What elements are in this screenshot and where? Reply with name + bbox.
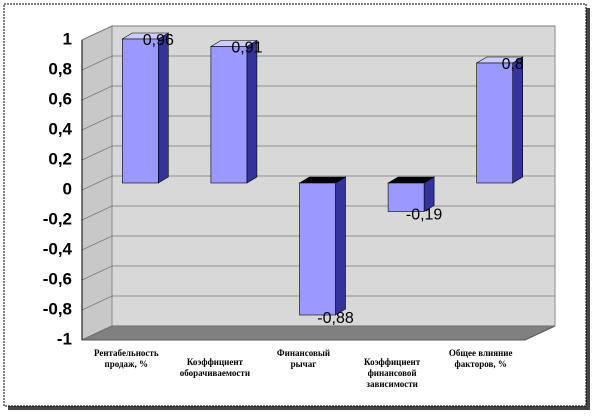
grid-line bbox=[81, 295, 555, 311]
grid-line bbox=[81, 265, 555, 281]
grid-line bbox=[81, 145, 555, 161]
x-tick-label: Рентабельность продаж, % bbox=[93, 348, 159, 369]
y-tick-label: -0,6 bbox=[43, 269, 72, 288]
y-tick-label: 0,4 bbox=[48, 119, 72, 138]
x-tick-label: Коэффициент финансовой зависимости bbox=[364, 357, 421, 389]
y-tick-label: -0,4 bbox=[43, 239, 73, 258]
bar-side bbox=[335, 176, 346, 316]
grid-line bbox=[81, 55, 555, 71]
y-tick-label: 1 bbox=[63, 29, 72, 48]
x-tick-label: Общее влияние факторов, % bbox=[448, 348, 513, 369]
grid-line bbox=[81, 175, 555, 191]
y-tick-label: -0,2 bbox=[43, 209, 72, 228]
grid-line bbox=[81, 25, 555, 41]
y-tick-label: 0,8 bbox=[48, 59, 72, 78]
bar-side bbox=[158, 32, 169, 184]
y-tick-label: -0,8 bbox=[43, 299, 72, 318]
bar bbox=[476, 62, 514, 184]
y-tick-label: -1 bbox=[57, 329, 72, 348]
bar bbox=[299, 182, 336, 316]
y-tick-label: 0,6 bbox=[48, 89, 72, 108]
bar-side bbox=[512, 56, 524, 184]
bar bbox=[210, 46, 248, 184]
grid-line bbox=[81, 85, 555, 101]
grid-line bbox=[81, 325, 555, 341]
value-label: 0,8 bbox=[502, 56, 524, 73]
bar bbox=[387, 182, 425, 212]
bar-side bbox=[246, 39, 258, 184]
y-tick-label: 0 bbox=[63, 179, 72, 198]
grid-line bbox=[81, 115, 555, 131]
value-label: 0,91 bbox=[231, 40, 262, 57]
x-tick-label: Финансовый рычаг bbox=[276, 348, 331, 369]
y-tick-label: 0,2 bbox=[48, 149, 72, 168]
grid-line bbox=[81, 235, 555, 251]
value-label: -0,19 bbox=[406, 207, 443, 224]
bar bbox=[122, 38, 159, 184]
floor bbox=[81, 325, 556, 341]
value-label: -0,88 bbox=[317, 310, 354, 327]
x-tick-label: Коэффициент оборачиваемости bbox=[179, 357, 251, 378]
value-label: 0,96 bbox=[143, 32, 174, 49]
